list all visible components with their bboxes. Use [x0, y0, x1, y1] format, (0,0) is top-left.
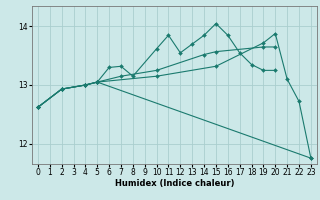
X-axis label: Humidex (Indice chaleur): Humidex (Indice chaleur): [115, 179, 234, 188]
